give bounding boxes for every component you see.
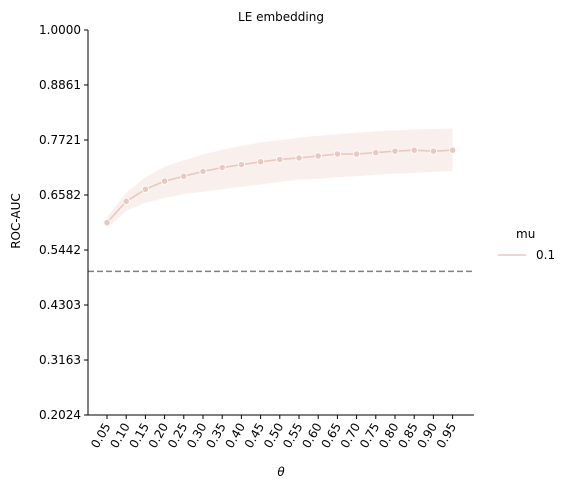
data-point <box>103 218 111 227</box>
y-tick-label: 0.3163 <box>39 353 81 367</box>
data-point <box>372 149 380 157</box>
y-tick-label: 1.0000 <box>39 23 81 37</box>
y-axis-label: ROC-AUC <box>9 193 23 249</box>
data-point <box>391 147 399 155</box>
y-tick-label: 0.6582 <box>39 188 81 202</box>
data-point <box>161 177 169 185</box>
data-point <box>429 147 437 155</box>
plot-area: 0.2024 0.3163 0.4303 0.5442 0.6582 0.7721 0.88… <box>39 23 474 451</box>
y-tick-label: 0.2024 <box>39 408 81 422</box>
x-tick-label: 0.95 <box>434 421 459 451</box>
data-point <box>256 158 265 166</box>
y-tick-label: 0.7721 <box>39 133 81 147</box>
y-tick-label: 0.5442 <box>39 243 81 257</box>
data-point <box>276 155 284 163</box>
data-point <box>180 172 188 180</box>
data-point <box>314 152 322 160</box>
legend-title: mu <box>516 227 535 241</box>
data-point <box>333 150 341 158</box>
x-axis-label: θ <box>277 465 285 479</box>
confidence-band <box>107 128 453 228</box>
data-point <box>352 150 361 158</box>
data-point <box>199 167 207 176</box>
data-point <box>295 154 303 162</box>
y-tick-label: 0.8861 <box>39 78 81 92</box>
data-point <box>237 161 245 169</box>
legend-series-label: 0.1 <box>536 248 555 262</box>
legend: mu 0.1 <box>498 227 555 262</box>
y-tick-label: 0.4303 <box>39 298 81 312</box>
data-point <box>122 197 130 205</box>
data-point <box>448 146 457 154</box>
data-point <box>141 185 149 193</box>
chart-title: LE embedding <box>238 10 324 24</box>
data-point <box>218 163 226 172</box>
data-point <box>410 146 418 154</box>
